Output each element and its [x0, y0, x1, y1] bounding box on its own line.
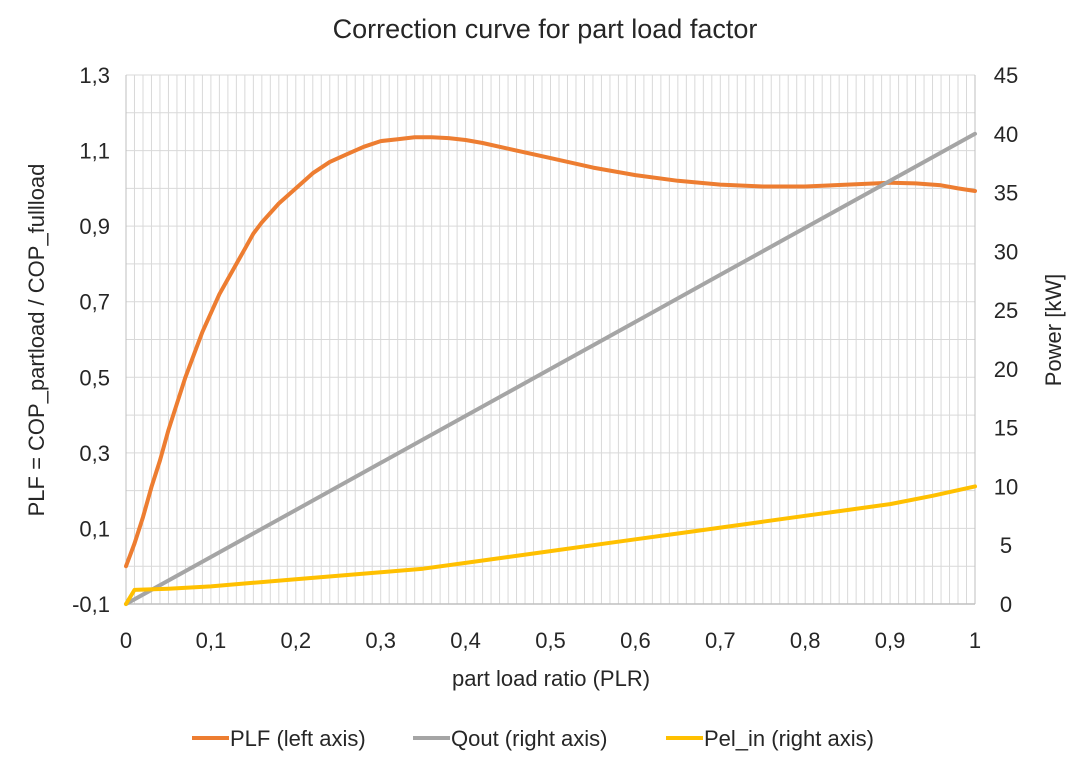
right-y-tick-label: 5: [1000, 533, 1012, 558]
x-tick-label: 0,7: [705, 628, 736, 653]
series-lines: [124, 131, 977, 606]
right-y-axis-title: Power [kW]: [1041, 274, 1066, 386]
legend: PLF (left axis) Qout (right axis) Pel_in (…: [192, 726, 874, 751]
grid: [126, 74, 975, 605]
left-y-tick-label: 1,1: [79, 139, 110, 164]
left-y-tick-label: 0,5: [79, 365, 110, 390]
axes: [125, 75, 976, 605]
legend-label-pel-in: Pel_in (right axis): [704, 726, 874, 751]
series-line-pel-in: [124, 484, 977, 606]
left-y-tick-label: 0,7: [79, 290, 110, 315]
right-y-tick-label: 35: [994, 181, 1018, 206]
left-y-tick-label: 0,9: [79, 214, 110, 239]
chart-title: Correction curve for part load factor: [333, 14, 758, 44]
x-tick-label: 1: [969, 628, 981, 653]
right-y-tick-label: 0: [1000, 592, 1012, 617]
right-y-tick-label: 15: [994, 416, 1018, 441]
x-tick-label: 0,6: [620, 628, 651, 653]
x-tick-label: 0,2: [281, 628, 312, 653]
x-axis-title: part load ratio (PLR): [452, 666, 650, 691]
x-tick-label: 0: [120, 628, 132, 653]
legend-label-plf: PLF (left axis): [230, 726, 366, 751]
right-y-tick-label: 45: [994, 63, 1018, 88]
x-tick-label: 0,4: [450, 628, 481, 653]
right-y-tick-label: 20: [994, 357, 1018, 382]
right-y-tick-label: 25: [994, 298, 1018, 323]
legend-label-qout: Qout (right axis): [451, 726, 608, 751]
left-y-tick-label: 0,3: [79, 441, 110, 466]
x-tick-label: 0,5: [535, 628, 566, 653]
x-tick-label: 0,3: [365, 628, 396, 653]
right-y-tick-label: 10: [994, 474, 1018, 499]
x-tick-label: 0,9: [875, 628, 906, 653]
left-y-tick-label: 1,3: [79, 63, 110, 88]
series-line-plf: [124, 135, 977, 569]
series-line-qout: [124, 131, 977, 606]
left-y-axis-title: PLF = COP_partload / COP_fullload: [24, 164, 49, 517]
right-y-tick-label: 40: [994, 122, 1018, 147]
x-tick-label: 0,8: [790, 628, 821, 653]
left-y-tick-label: 0,1: [79, 516, 110, 541]
left-y-tick-label: -0,1: [72, 592, 110, 617]
tick-labels: 0 0,1 0,2 0,3 0,4 0,5 0,6 0,7 0,8 0,9 1 -0,1 0,1 0,3 0…: [72, 63, 1018, 653]
right-y-tick-label: 30: [994, 239, 1018, 264]
x-tick-label: 0,1: [196, 628, 227, 653]
